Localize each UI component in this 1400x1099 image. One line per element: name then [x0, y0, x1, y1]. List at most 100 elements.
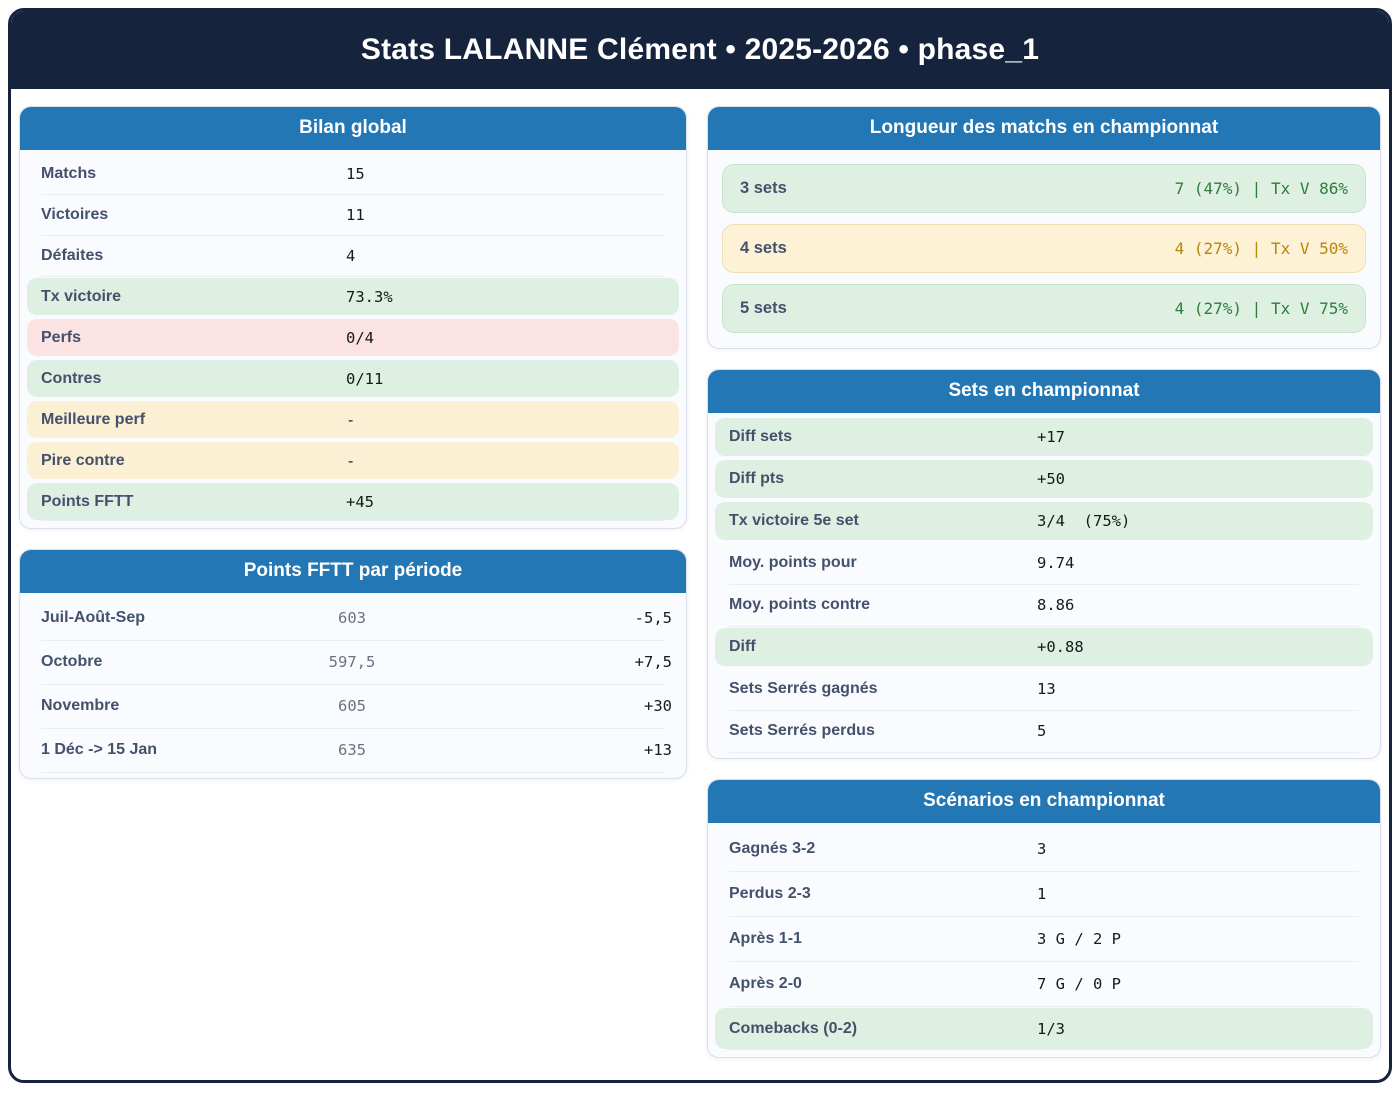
stat-row-diff-pts: Diff pts +50	[715, 460, 1373, 498]
stat-label: Après 1-1	[729, 929, 802, 947]
stat-label: Pire contre	[41, 451, 125, 469]
stat-value: 15	[346, 164, 365, 183]
card-sets-championnat: Sets en championnat Diff sets +17 Diff p…	[707, 369, 1381, 759]
card-title: Scénarios en championnat	[708, 780, 1380, 823]
stat-label: Moy. points pour	[729, 554, 857, 571]
stat-value: +45	[346, 492, 374, 511]
period-label: Juil-Août-Sep	[41, 609, 145, 626]
period-points: 597,5	[328, 653, 376, 671]
stat-label: Matchs	[41, 164, 97, 182]
length-row-5-sets: 5 sets 4 (27%) | Tx V 75%	[722, 284, 1366, 333]
stat-row-perdus-2-3: Perdus 2-3 1	[715, 871, 1373, 917]
stat-value: 3 G / 2 P	[1037, 929, 1121, 948]
stat-value: 5	[1037, 722, 1047, 740]
stat-row-perfs: Perfs 0/4	[27, 319, 679, 356]
period-row-juil-aout-sep: Juil-Août-Sep 603 -5,5	[27, 596, 679, 641]
stat-row-apres-1-1: Après 1-1 3 G / 2 P	[715, 916, 1373, 962]
stat-value: 8.86	[1037, 596, 1075, 614]
stat-value: +17	[1037, 428, 1065, 446]
stat-label: Gagnés 3-2	[729, 839, 816, 857]
stat-row-points-fftt: Points FFTT +45	[27, 483, 679, 521]
page-title: Stats LALANNE Clément • 2025-2026 • phas…	[360, 33, 1040, 66]
app-header: Stats LALANNE Clément • 2025-2026 • phas…	[11, 11, 1389, 89]
page-container: Stats LALANNE Clément • 2025-2026 • phas…	[8, 8, 1392, 1083]
stat-label: Diff sets	[729, 428, 793, 445]
stat-value: 0/4	[346, 328, 374, 347]
stat-value: 11	[346, 205, 365, 224]
stat-value: 1	[1037, 884, 1047, 903]
period-delta: +7,5	[634, 653, 672, 671]
period-points: 605	[338, 697, 366, 715]
stat-value: 73.3%	[346, 287, 393, 306]
stat-label: Tx victoire	[41, 287, 122, 305]
card-longueur-matchs: Longueur des matchs en championnat 3 set…	[707, 106, 1381, 349]
stat-row-gagnes-3-2: Gagnés 3-2 3	[715, 826, 1373, 872]
length-label: 5 sets	[740, 299, 787, 317]
stat-value: 3	[1037, 839, 1047, 858]
card-body: Diff sets +17 Diff pts +50 Tx victoire 5…	[708, 413, 1380, 758]
right-column: Longueur des matchs en championnat 3 set…	[707, 106, 1381, 1058]
length-value: 7 (47%) | Tx V 86%	[1174, 179, 1348, 198]
stat-row-sets-serres-gagnes: Sets Serrés gagnés 13	[715, 668, 1373, 711]
stat-row-matchs: Matchs 15	[27, 153, 679, 195]
stat-row-diff-sets: Diff sets +17	[715, 418, 1373, 456]
card-scenarios-championnat: Scénarios en championnat Gagnés 3-2 3 Pe…	[707, 779, 1381, 1058]
stat-value: -	[346, 410, 356, 429]
stat-value: 1/3	[1037, 1019, 1065, 1038]
card-body: 3 sets 7 (47%) | Tx V 86% 4 sets 4 (27%)…	[708, 150, 1380, 348]
stat-value: 7 G / 0 P	[1037, 974, 1121, 993]
period-row-octobre: Octobre 597,5 +7,5	[27, 640, 679, 685]
stat-row-meilleure-perf: Meilleure perf -	[27, 401, 679, 438]
stat-value: 13	[1037, 680, 1056, 698]
stat-row-apres-2-0: Après 2-0 7 G / 0 P	[715, 961, 1373, 1007]
stat-row-tx-victoire: Tx victoire 73.3%	[27, 278, 679, 315]
stat-value: 4	[346, 246, 356, 265]
stat-row-moy-points-contre: Moy. points contre 8.86	[715, 584, 1373, 627]
stat-row-sets-serres-perdus: Sets Serrés perdus 5	[715, 710, 1373, 753]
stat-value: 3/4 (75%)	[1037, 512, 1131, 530]
stat-row-comebacks-0-2: Comebacks (0-2) 1/3	[715, 1008, 1373, 1050]
card-bilan-global: Bilan global Matchs 15 Victoires 11 Défa…	[19, 106, 687, 529]
card-body: Matchs 15 Victoires 11 Défaites 4 Tx vic…	[20, 150, 686, 528]
length-value: 4 (27%) | Tx V 75%	[1174, 299, 1348, 318]
stat-label: Perfs	[41, 328, 82, 346]
stat-value: 9.74	[1037, 554, 1075, 572]
stat-value: 0/11	[346, 369, 384, 388]
stat-label: Perdus 2-3	[729, 884, 811, 902]
stat-row-defaites: Défaites 4	[27, 235, 679, 277]
period-delta: -5,5	[634, 609, 672, 627]
stat-value: +50	[1037, 470, 1065, 488]
stat-label: Sets Serrés perdus	[729, 722, 875, 739]
stat-label: Diff	[729, 638, 756, 655]
stat-label: Moy. points contre	[729, 596, 871, 613]
period-points: 635	[338, 741, 366, 759]
stat-label: Défaites	[41, 246, 104, 264]
length-row-3-sets: 3 sets 7 (47%) | Tx V 86%	[722, 164, 1366, 213]
period-label: Octobre	[41, 653, 103, 670]
period-label: 1 Déc -> 15 Jan	[41, 741, 158, 758]
card-title: Sets en championnat	[708, 370, 1380, 413]
period-points: 603	[338, 609, 366, 627]
stat-label: Contres	[41, 369, 102, 387]
stat-row-pire-contre: Pire contre -	[27, 442, 679, 479]
stat-label: Points FFTT	[41, 492, 134, 510]
stat-value: +0.88	[1037, 638, 1084, 656]
left-column: Bilan global Matchs 15 Victoires 11 Défa…	[19, 106, 687, 1058]
stat-value: -	[346, 451, 356, 470]
period-row-novembre: Novembre 605 +30	[27, 684, 679, 729]
period-delta: +30	[644, 697, 672, 715]
length-value: 4 (27%) | Tx V 50%	[1174, 239, 1348, 258]
content-columns: Bilan global Matchs 15 Victoires 11 Défa…	[11, 89, 1389, 1058]
card-title: Bilan global	[20, 107, 686, 150]
length-row-4-sets: 4 sets 4 (27%) | Tx V 50%	[722, 224, 1366, 273]
period-row-dec-jan: 1 Déc -> 15 Jan 635 +13	[27, 728, 679, 773]
card-title: Longueur des matchs en championnat	[708, 107, 1380, 150]
stat-row-moy-points-pour: Moy. points pour 9.74	[715, 542, 1373, 585]
stat-label: Tx victoire 5e set	[729, 512, 859, 529]
length-label: 3 sets	[740, 179, 787, 197]
period-delta: +13	[644, 741, 672, 759]
stat-row-diff: Diff +0.88	[715, 628, 1373, 666]
stat-label: Sets Serrés gagnés	[729, 680, 878, 697]
stat-row-tx-victoire-5e-set: Tx victoire 5e set 3/4 (75%)	[715, 502, 1373, 540]
stat-row-contres: Contres 0/11	[27, 360, 679, 397]
